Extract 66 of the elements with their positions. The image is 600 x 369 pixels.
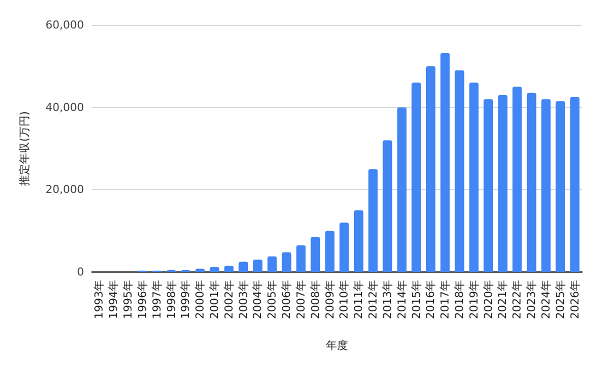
x-tick-label: 2014年: [395, 280, 408, 319]
x-tick-label: 2011年: [352, 280, 366, 319]
x-tick-label: 1998年: [164, 280, 178, 319]
x-tick-label: 1996年: [136, 280, 149, 319]
x-tick-label: 1995年: [122, 280, 135, 319]
bar: [253, 260, 262, 272]
bar: [368, 169, 378, 272]
x-tick-label: 2016年: [424, 280, 438, 319]
bar: [267, 256, 277, 272]
x-tick-label: 2005年: [266, 280, 279, 319]
x-tick-label: 2022年: [510, 280, 524, 319]
x-tick-label: 1994年: [107, 280, 120, 319]
x-tick-label: 2002年: [222, 280, 236, 319]
x-tick-label: 2007年: [294, 280, 308, 319]
x-tick-label: 2003年: [236, 280, 250, 319]
x-tick-label: 2000年: [194, 280, 207, 319]
bar: [512, 86, 522, 272]
x-tick-label: 2021年: [496, 280, 510, 319]
bar: [310, 237, 320, 272]
bar: [498, 94, 508, 272]
x-tick-label: 1997年: [150, 280, 164, 319]
bar: [238, 262, 248, 272]
bar: [354, 210, 364, 272]
x-axis-title: 年度: [326, 339, 348, 352]
bar: [412, 82, 421, 272]
x-tick-label: 2019年: [467, 280, 480, 319]
x-tick-label: 2012年: [366, 280, 380, 319]
x-tick-label: 2026年: [568, 280, 582, 319]
x-tick-label: 2020年: [482, 280, 495, 319]
x-tick-label: 2006年: [280, 280, 294, 319]
bar: [296, 245, 306, 272]
x-tick-label: 2010年: [338, 280, 351, 319]
bar: [469, 82, 479, 272]
y-tick-label: 40,000: [46, 100, 84, 114]
bar: [454, 70, 464, 272]
bar: [484, 99, 494, 272]
x-tick-label: 2004年: [251, 280, 264, 319]
y-tick-label: 60,000: [46, 18, 84, 32]
bar: [325, 230, 334, 272]
y-axis-title: 推定年収(万円): [18, 111, 31, 186]
bar: [426, 66, 436, 272]
bar: [210, 267, 220, 272]
x-tick-label: 2018年: [453, 280, 466, 319]
bar: [526, 92, 536, 272]
bar: [282, 252, 292, 272]
bar: [224, 266, 234, 272]
x-tick-label: 2001年: [208, 280, 221, 319]
x-tick-label: 2023年: [525, 280, 538, 319]
x-tick-label: 1999年: [179, 280, 192, 319]
bar: [382, 140, 392, 272]
x-tick-label: 1993年: [92, 280, 106, 319]
y-tick-label: 20,000: [46, 183, 84, 196]
bar: [556, 101, 566, 272]
bar: [570, 97, 580, 272]
x-tick-label: 2025年: [554, 280, 567, 319]
x-tick-label: 2009年: [323, 280, 336, 319]
x-tick-label: 2024年: [539, 280, 552, 319]
bar: [340, 222, 349, 272]
y-tick-label: 0: [77, 266, 84, 278]
bar: [397, 107, 407, 272]
x-tick-label: 2008年: [308, 280, 322, 319]
x-tick-label: 2017年: [438, 280, 452, 319]
bar: [541, 99, 551, 272]
x-tick-label: 2015年: [410, 280, 423, 319]
bar: [440, 52, 450, 272]
x-tick-label: 2013年: [380, 280, 394, 319]
